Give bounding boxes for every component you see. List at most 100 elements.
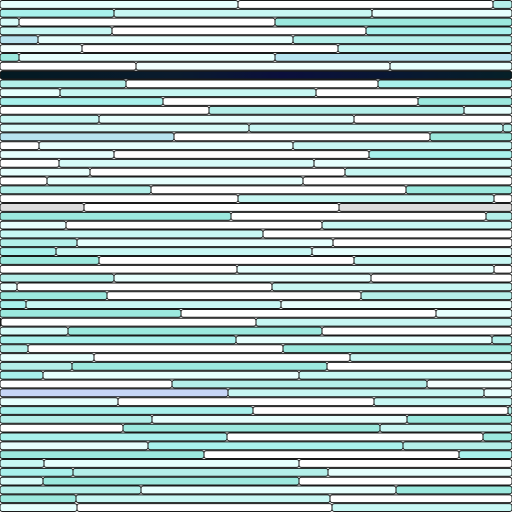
stripe-segment bbox=[311, 247, 512, 256]
stripe-row bbox=[0, 467, 512, 477]
stripe-row bbox=[0, 379, 512, 389]
stripe-row bbox=[0, 194, 512, 204]
stripe-segment bbox=[0, 35, 39, 45]
stripe-segment bbox=[117, 397, 375, 407]
stripe-segment bbox=[0, 476, 44, 486]
stripe-segment bbox=[0, 97, 164, 106]
stripe-segment bbox=[377, 79, 512, 89]
stripe-segment bbox=[282, 344, 512, 354]
stripe-segment bbox=[0, 432, 228, 442]
stripe-segment bbox=[365, 26, 512, 36]
stripe-row bbox=[0, 0, 512, 9]
stripe-segment bbox=[298, 476, 512, 486]
stripe-row bbox=[0, 291, 512, 301]
stripe-segment bbox=[0, 52, 20, 62]
stripe-segment bbox=[0, 397, 119, 407]
stripe-segment bbox=[230, 211, 487, 221]
stripe-row bbox=[0, 17, 512, 27]
stripe-segment bbox=[67, 326, 323, 336]
stripe-segment bbox=[368, 150, 512, 159]
stripe-segment bbox=[55, 247, 313, 256]
stripe-segment bbox=[173, 132, 431, 142]
stripe-row bbox=[0, 203, 512, 212]
stripe-row bbox=[0, 308, 512, 318]
stripe-segment bbox=[203, 450, 460, 460]
stripe-segment bbox=[59, 88, 317, 98]
stripe-segment bbox=[274, 52, 512, 62]
stripe-row bbox=[0, 414, 512, 424]
stripe-row bbox=[0, 485, 512, 495]
stripe-row bbox=[0, 141, 512, 151]
stripe-row bbox=[0, 326, 512, 336]
stripe-segment bbox=[208, 105, 465, 115]
stripe-segment bbox=[371, 8, 512, 18]
stripe-segment bbox=[113, 273, 372, 283]
stripe-segment bbox=[0, 406, 254, 415]
stripe-row bbox=[0, 406, 512, 415]
stripe-segment bbox=[0, 379, 173, 389]
stripe-segment bbox=[0, 8, 115, 18]
stripe-segment bbox=[0, 494, 77, 504]
stripe-segment bbox=[237, 194, 495, 204]
stripe-segment bbox=[402, 441, 512, 451]
stripe-segment bbox=[292, 141, 512, 151]
stripe-row bbox=[0, 503, 512, 512]
stripe-segment bbox=[125, 79, 379, 89]
stripe-segment bbox=[111, 26, 367, 36]
stripe-segment bbox=[162, 97, 419, 106]
stripe-row bbox=[0, 432, 512, 442]
stripe-segment bbox=[93, 353, 351, 362]
stripe-segment bbox=[0, 194, 239, 204]
stripe-segment bbox=[0, 123, 250, 133]
stripe-segment bbox=[0, 158, 60, 168]
stripe-segment bbox=[252, 406, 509, 415]
stripe-segment bbox=[0, 70, 512, 80]
stripe-segment bbox=[140, 485, 397, 495]
stripe-segment bbox=[349, 353, 512, 362]
stripe-row bbox=[0, 397, 512, 407]
stripe-segment bbox=[321, 326, 512, 336]
stripe-segment bbox=[0, 150, 115, 159]
stripe-segment bbox=[353, 256, 512, 265]
stripe-segment bbox=[235, 335, 493, 345]
stripe-segment bbox=[0, 88, 61, 98]
stripe-segment bbox=[0, 353, 95, 362]
stripe-segment bbox=[332, 238, 512, 248]
stripe-segment bbox=[507, 406, 512, 415]
stripe-row bbox=[0, 361, 512, 371]
stripe-segment bbox=[98, 256, 355, 265]
stripe-segment bbox=[429, 132, 512, 142]
stripe-segment bbox=[292, 35, 512, 45]
stripe-segment bbox=[236, 264, 495, 274]
stripe-row bbox=[0, 459, 512, 468]
stripe-row bbox=[0, 450, 512, 460]
stripe-segment bbox=[27, 344, 284, 354]
stripe-segment bbox=[72, 467, 329, 477]
stripe-segment bbox=[0, 211, 232, 221]
stripe-row bbox=[0, 344, 512, 354]
stripe-segment bbox=[491, 335, 512, 345]
stripe-segment bbox=[493, 194, 512, 204]
stripe-segment bbox=[42, 370, 300, 380]
stripe-segment bbox=[0, 79, 127, 89]
stripe-row bbox=[0, 185, 512, 195]
stripe-segment bbox=[81, 44, 339, 53]
stripe-segment bbox=[370, 273, 512, 283]
stripe-segment bbox=[150, 185, 407, 195]
stripe-segment bbox=[0, 485, 142, 495]
stripe-row bbox=[0, 176, 512, 186]
stripe-segment bbox=[46, 176, 304, 186]
stripe-segment bbox=[0, 273, 115, 283]
stripe-row bbox=[0, 317, 512, 327]
stripe-segment bbox=[0, 291, 108, 301]
stripe-segment bbox=[0, 141, 40, 151]
stripe-segment bbox=[0, 467, 74, 477]
stripe-row bbox=[0, 132, 512, 142]
stripe-row bbox=[0, 494, 512, 504]
stripe-segment bbox=[71, 361, 328, 371]
stripe-segment bbox=[0, 308, 182, 318]
stripe-segment bbox=[255, 317, 512, 327]
stripe-segment bbox=[171, 379, 428, 389]
stripe-segment bbox=[0, 264, 238, 274]
stripe-row bbox=[0, 220, 512, 230]
